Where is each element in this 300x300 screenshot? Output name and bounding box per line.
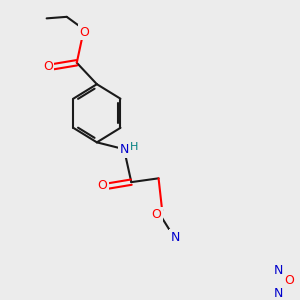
Text: N: N (274, 286, 283, 300)
Text: O: O (43, 60, 53, 73)
Text: H: H (130, 142, 138, 152)
Text: N: N (274, 264, 283, 277)
Text: O: O (284, 274, 294, 286)
Text: N: N (119, 143, 129, 157)
Text: O: O (79, 26, 89, 39)
Text: O: O (98, 179, 107, 193)
Text: O: O (152, 208, 161, 221)
Text: N: N (170, 231, 180, 244)
